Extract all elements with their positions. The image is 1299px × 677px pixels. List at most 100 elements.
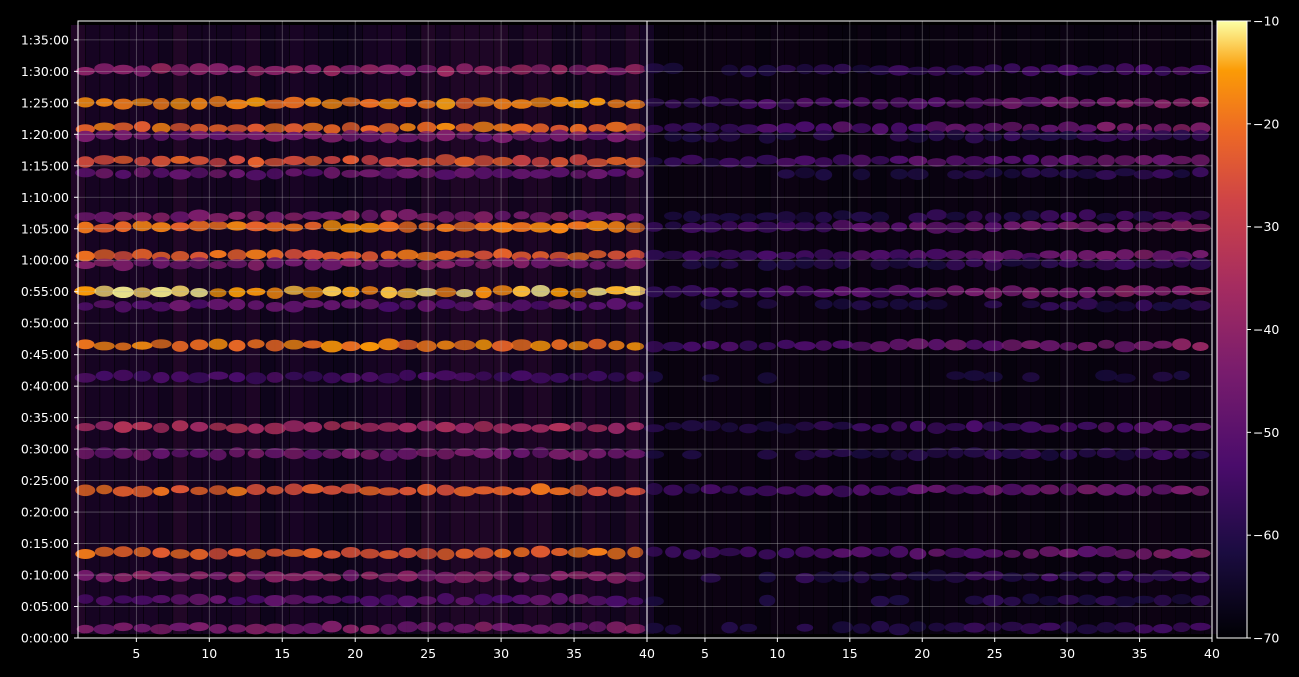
- band-mark: [94, 211, 115, 224]
- band-mark: [663, 484, 683, 496]
- band-mark: [360, 64, 380, 75]
- band-mark: [927, 158, 947, 167]
- band-mark: [455, 97, 474, 109]
- band-mark: [531, 624, 550, 634]
- texture-column: [304, 25, 319, 634]
- band-mark: [133, 167, 151, 178]
- band-mark: [1192, 342, 1209, 351]
- band-mark: [529, 169, 552, 179]
- band-mark: [1135, 222, 1153, 233]
- band-mark: [1116, 249, 1134, 260]
- band-mark: [341, 341, 361, 352]
- band-mark: [983, 155, 1003, 165]
- band-mark: [437, 548, 455, 561]
- band-mark: [397, 570, 418, 582]
- texture-column: [187, 25, 202, 634]
- band-mark: [284, 258, 303, 267]
- texture-column: [85, 25, 100, 634]
- band-mark: [644, 98, 665, 107]
- y-tick-label: 0:45:00: [21, 347, 69, 362]
- band-mark: [738, 250, 759, 261]
- band-mark: [493, 423, 512, 434]
- band-mark: [474, 571, 493, 583]
- band-mark: [1040, 210, 1060, 222]
- band-mark: [1135, 548, 1153, 560]
- band-mark: [889, 155, 909, 164]
- band-mark: [1001, 249, 1023, 261]
- band-mark: [190, 486, 208, 496]
- band-mark: [815, 222, 832, 233]
- texture-column: [523, 25, 538, 634]
- band-mark: [1079, 98, 1096, 107]
- band-mark: [377, 372, 400, 384]
- band-mark: [510, 339, 533, 351]
- band-mark: [681, 154, 703, 165]
- band-mark: [607, 132, 626, 143]
- band-mark: [588, 448, 607, 459]
- band-mark: [1190, 548, 1211, 558]
- band-mark: [398, 547, 417, 559]
- band-mark: [1134, 249, 1154, 260]
- texture-column: [1074, 25, 1089, 634]
- band-mark: [283, 96, 305, 109]
- band-mark: [1133, 285, 1155, 297]
- band-mark: [756, 221, 778, 233]
- band-mark: [1171, 155, 1192, 165]
- band-mark: [757, 123, 778, 133]
- band-mark: [1173, 169, 1190, 179]
- band-mark: [721, 621, 738, 634]
- band-mark: [437, 593, 455, 605]
- band-mark: [1134, 447, 1153, 459]
- band-mark: [1133, 129, 1155, 141]
- band-mark: [1171, 211, 1192, 222]
- band-mark: [434, 169, 457, 180]
- band-mark: [889, 545, 909, 558]
- band-mark: [871, 123, 889, 135]
- band-mark: [1191, 571, 1210, 583]
- band-mark: [132, 300, 153, 310]
- band-mark: [285, 168, 303, 177]
- band-mark: [453, 486, 476, 497]
- band-mark: [909, 621, 927, 632]
- texture-column: [362, 25, 377, 634]
- band-mark: [586, 220, 609, 232]
- band-mark: [1058, 96, 1080, 109]
- band-mark: [112, 64, 134, 75]
- band-mark: [851, 300, 872, 311]
- band-mark: [266, 548, 284, 557]
- band-mark: [285, 371, 303, 381]
- band-mark: [323, 372, 341, 384]
- band-mark: [399, 369, 417, 381]
- band-mark: [1078, 571, 1097, 582]
- band-mark: [947, 170, 964, 180]
- band-mark: [378, 157, 399, 167]
- band-mark: [209, 485, 228, 495]
- band-mark: [474, 222, 493, 232]
- band-mark: [491, 340, 514, 352]
- band-mark: [189, 130, 209, 140]
- band-mark: [908, 212, 928, 223]
- band-mark: [226, 423, 248, 434]
- band-mark: [190, 421, 209, 432]
- band-mark: [474, 593, 493, 606]
- band-mark: [190, 167, 209, 179]
- band-mark: [1114, 622, 1136, 633]
- band-mark: [965, 97, 984, 109]
- band-mark: [245, 169, 267, 181]
- x-tick-label: 40: [639, 646, 655, 661]
- texture-column: [842, 25, 857, 634]
- plot-layer: 5 10 15 20 25 30 35 40 5 10 15 20 25 30 35 40 0:00:00 0:0…: [21, 14, 1280, 662]
- band-mark: [228, 298, 246, 311]
- band-mark: [189, 448, 209, 458]
- band-mark: [399, 123, 416, 132]
- band-mark: [664, 211, 683, 221]
- band-mark: [963, 170, 986, 180]
- band-mark: [512, 285, 531, 297]
- band-mark: [531, 285, 550, 297]
- band-mark: [1154, 99, 1172, 109]
- band-mark: [1059, 342, 1078, 351]
- band-mark: [1021, 484, 1041, 496]
- band-mark: [302, 340, 324, 349]
- band-mark: [927, 97, 946, 108]
- band-mark: [399, 64, 417, 77]
